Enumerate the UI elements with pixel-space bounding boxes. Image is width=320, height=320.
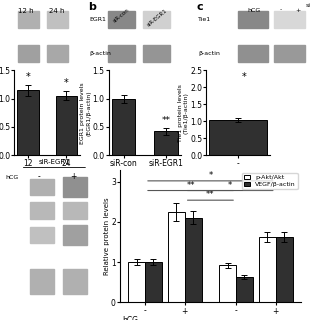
Text: *: *: [208, 171, 212, 180]
Text: -: -: [38, 172, 40, 181]
Text: β-actin: β-actin: [198, 51, 220, 56]
Text: -: -: [280, 8, 282, 12]
Bar: [30, 202, 54, 219]
Bar: [185, 218, 202, 302]
Bar: [56, 96, 77, 155]
Bar: [63, 269, 87, 294]
Bar: [219, 265, 236, 302]
Bar: [108, 45, 135, 62]
Bar: [63, 225, 87, 245]
Bar: [63, 202, 87, 219]
Bar: [276, 237, 292, 302]
Bar: [17, 90, 38, 155]
Bar: [47, 45, 68, 62]
Text: +: +: [295, 8, 301, 12]
Bar: [63, 177, 87, 197]
Bar: [274, 45, 305, 62]
Bar: [145, 262, 162, 302]
Text: siR-con: siR-con: [112, 8, 131, 24]
Text: siR-EGR1: siR-EGR1: [39, 159, 70, 165]
Bar: [143, 11, 170, 28]
Bar: [112, 99, 135, 155]
Text: *: *: [228, 181, 232, 190]
Text: *: *: [241, 72, 246, 82]
Y-axis label: Relative protein levels: Relative protein levels: [104, 197, 109, 275]
Bar: [259, 237, 276, 302]
Bar: [274, 11, 305, 28]
Bar: [238, 45, 268, 62]
Text: siR-EGR1: siR-EGR1: [146, 8, 168, 27]
Text: **: **: [161, 116, 171, 125]
Text: β-actin: β-actin: [90, 51, 111, 56]
Text: +: +: [71, 172, 77, 181]
Bar: [108, 11, 135, 28]
Text: c: c: [197, 2, 204, 12]
Text: hCG: hCG: [247, 8, 260, 12]
Bar: [128, 262, 145, 302]
Bar: [18, 45, 39, 62]
Text: *: *: [26, 72, 30, 82]
Text: si: si: [305, 3, 310, 8]
Bar: [238, 11, 268, 28]
Legend: p-Akt/Akt, VEGF/β-actin: p-Akt/Akt, VEGF/β-actin: [242, 173, 298, 189]
Text: hCG: hCG: [5, 175, 19, 180]
Bar: [30, 179, 54, 195]
Bar: [168, 212, 185, 302]
Text: EGR1: EGR1: [90, 17, 107, 22]
Bar: [18, 11, 39, 28]
Y-axis label: EGR1 protein levels
(EGR1/β-actin): EGR1 protein levels (EGR1/β-actin): [80, 82, 91, 144]
Text: b: b: [88, 2, 96, 12]
Bar: [154, 132, 178, 155]
Bar: [30, 227, 54, 244]
Text: 24 h: 24 h: [49, 8, 65, 14]
Bar: [143, 45, 170, 62]
Bar: [209, 120, 268, 155]
Text: **: **: [186, 181, 195, 190]
Text: *: *: [64, 78, 69, 89]
Text: **: **: [206, 190, 215, 199]
Text: 12 h: 12 h: [18, 8, 33, 14]
Text: Tie1: Tie1: [198, 17, 212, 22]
Bar: [236, 277, 253, 302]
Text: hCG: hCG: [123, 316, 139, 320]
Y-axis label: Tie1 protein levels
(Tie1/β-actin): Tie1 protein levels (Tie1/β-actin): [178, 84, 189, 142]
Bar: [47, 11, 68, 28]
Bar: [30, 269, 54, 294]
Text: hCG: hCG: [230, 174, 246, 183]
